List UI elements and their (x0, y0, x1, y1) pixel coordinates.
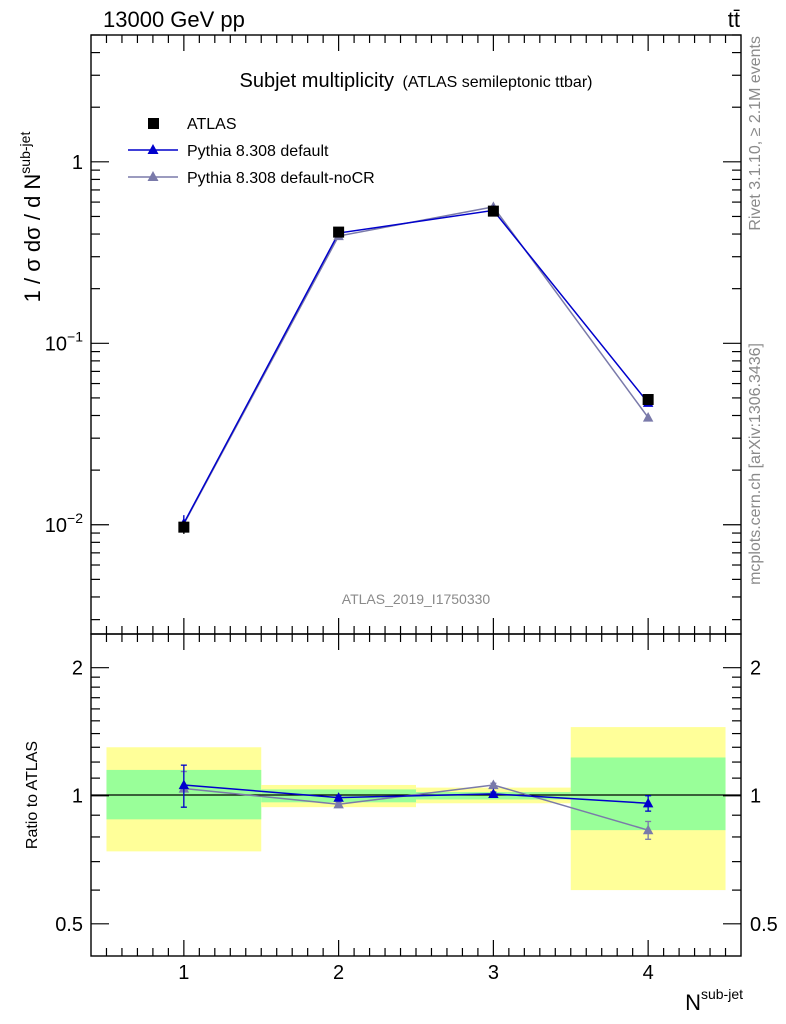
x-axis-label-sup: sub-jet (701, 986, 743, 1002)
ratio-band-green (570, 757, 726, 831)
ratio-y-axis-label: Ratio to ATLAS (24, 741, 41, 849)
main-data-point-atlas (178, 521, 190, 533)
ratio-y-tick-label-left: 0.5 (55, 914, 83, 936)
main-y-tick-label-base: 1 (72, 152, 83, 174)
main-data-layer (178, 201, 654, 534)
main-y-axis-label-text: 1 / σ dσ / d N (20, 174, 45, 303)
main-data-point-atlas (642, 394, 654, 406)
main-series-line (183, 206, 649, 525)
x-axis-label: Nsub-jet (685, 986, 743, 1015)
chart-subtitle: (ATLAS semileptonic ttbar) (402, 74, 592, 91)
x-tick-label: 4 (643, 962, 654, 984)
ratio-data-point (333, 792, 344, 802)
x-tick-label: 3 (488, 962, 499, 984)
ratio-y-tick-label-right: 1 (750, 786, 761, 808)
rivet-label: Rivet 3.1.10, ≥ 2.1M events (747, 36, 764, 231)
legend: ATLAS Pythia 8.308 default Pythia 8.308 … (128, 116, 375, 187)
main-y-tick-label-base: 10 (45, 515, 67, 537)
main-data-point-atlas (333, 226, 345, 238)
ratio-axis-ticks: 0.5 0.5 1 1 2 2 1 2 3 4 (55, 634, 778, 984)
analysis-label: ATLAS_2019_I1750330 (342, 591, 491, 607)
main-y-tick-label: 10−2 (45, 510, 83, 537)
ratio-data-point (488, 788, 499, 799)
ratio-data-point (178, 779, 190, 790)
legend-label-nocr: Pythia 8.308 default-noCR (187, 170, 375, 187)
x-axis-label-text: N (685, 990, 701, 1015)
chart-title: Subjet multiplicity (240, 70, 395, 92)
main-y-tick-label-base: 10 (45, 333, 67, 355)
ratio-data-point (642, 824, 654, 835)
main-y-tick-label-exp: −1 (67, 328, 83, 344)
x-tick-label: 2 (333, 962, 344, 984)
mcplots-label: mcplots.cern.ch [arXiv:1306.3436] (747, 343, 764, 585)
ratio-data-layer (178, 764, 654, 840)
main-series-line (183, 209, 649, 524)
ratio-uncertainty-bands (106, 727, 726, 891)
ratio-y-tick-label-right: 2 (750, 658, 761, 680)
ratio-data-point (333, 798, 344, 809)
ratio-data-point (642, 797, 654, 808)
chart-title-group: Subjet multiplicity (ATLAS semileptonic … (240, 70, 593, 92)
energy-label: 13000 GeV pp (103, 7, 245, 32)
x-tick-label: 1 (178, 962, 189, 984)
ratio-data-point (488, 779, 499, 790)
ratio-y-tick-label-left: 1 (72, 786, 83, 808)
legend-marker-default (147, 144, 159, 154)
legend-marker-atlas (148, 118, 159, 129)
legend-marker-nocr (147, 171, 159, 181)
ratio-series-line (183, 784, 649, 805)
ratio-y-tick-label-left: 2 (72, 658, 83, 680)
main-y-axis-label: 1 / σ dσ / d Nsub-jet (17, 132, 45, 303)
main-y-tick-label: 10−1 (45, 328, 83, 355)
process-label: tt̄ (728, 7, 740, 32)
legend-label-atlas: ATLAS (187, 116, 237, 133)
main-data-point-mc (642, 411, 654, 422)
legend-label-default: Pythia 8.308 default (187, 143, 329, 160)
main-axis-ticks: 10−210−11 (45, 34, 741, 634)
main-data-point-atlas (487, 205, 499, 217)
main-y-axis-label-sup: sub-jet (17, 132, 33, 174)
ratio-y-tick-label-right: 0.5 (750, 914, 778, 936)
ratio-series-line (183, 784, 649, 831)
main-y-tick-label-exp: −2 (67, 510, 83, 526)
main-y-tick-label: 1 (72, 152, 83, 174)
